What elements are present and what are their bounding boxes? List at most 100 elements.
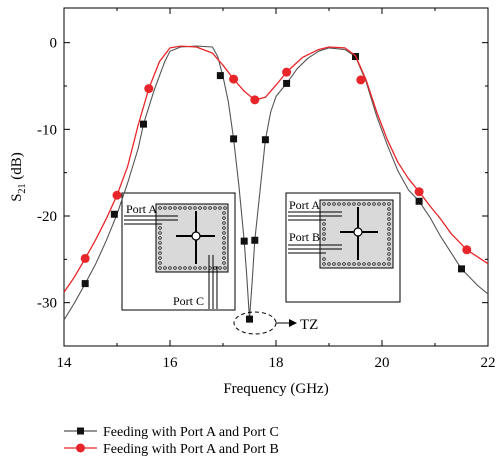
y-tick-label: -10 xyxy=(37,122,57,138)
via-hole xyxy=(372,262,376,266)
data-point-circle xyxy=(462,245,472,255)
data-point-circle xyxy=(282,67,292,77)
via-hole xyxy=(222,256,226,260)
via-hole xyxy=(387,232,391,236)
via-hole xyxy=(158,236,162,240)
x-tick-label: 20 xyxy=(375,355,390,371)
via-hole xyxy=(183,206,187,210)
via-hole xyxy=(387,262,391,266)
via-hole xyxy=(198,206,202,210)
via-hole xyxy=(322,257,326,261)
via-hole xyxy=(163,266,167,270)
tz-arrow-head xyxy=(289,319,297,327)
via-hole xyxy=(387,257,391,261)
data-point-square xyxy=(110,210,118,218)
data-point-circle xyxy=(80,253,90,263)
via-hole xyxy=(377,202,381,206)
y-tick-label: -20 xyxy=(37,209,57,225)
via-hole xyxy=(382,202,386,206)
via-hole xyxy=(222,246,226,250)
x-tick-label: 18 xyxy=(269,355,284,371)
via-hole xyxy=(222,211,226,215)
via-hole xyxy=(158,206,162,210)
via-hole xyxy=(387,222,391,226)
inset-left-center-hole xyxy=(191,231,201,241)
via-hole xyxy=(158,241,162,245)
data-point-circle xyxy=(229,74,239,84)
via-hole xyxy=(387,202,391,206)
y-tick-label: 0 xyxy=(50,36,58,52)
via-hole xyxy=(168,266,172,270)
via-hole xyxy=(213,206,217,210)
via-hole xyxy=(178,206,182,210)
via-hole xyxy=(158,226,162,230)
data-point-square xyxy=(246,315,253,323)
via-hole xyxy=(222,251,226,255)
via-hole xyxy=(352,262,356,266)
data-point-circle xyxy=(414,187,424,197)
via-hole xyxy=(382,262,386,266)
via-hole xyxy=(342,262,346,266)
series-line-1 xyxy=(63,45,489,321)
via-hole xyxy=(337,262,341,266)
via-hole xyxy=(322,262,326,266)
via-hole xyxy=(387,212,391,216)
via-hole xyxy=(362,202,366,206)
data-point-circle xyxy=(250,95,260,105)
via-hole xyxy=(352,202,356,206)
via-hole xyxy=(367,202,371,206)
x-tick-label: 16 xyxy=(163,355,179,371)
inset-right-center-hole xyxy=(353,227,363,237)
tz-annotation: TZ xyxy=(233,311,318,335)
via-hole xyxy=(377,262,381,266)
via-hole xyxy=(158,261,162,265)
via-hole xyxy=(387,227,391,231)
via-hole xyxy=(173,206,177,210)
series-line-2 xyxy=(63,45,489,293)
via-hole xyxy=(322,202,326,206)
via-hole xyxy=(347,262,351,266)
tz-ellipse xyxy=(233,311,277,335)
via-hole xyxy=(223,206,227,210)
via-hole xyxy=(322,222,326,226)
data-point-square xyxy=(251,236,259,244)
y-axis-title-sub: 21 xyxy=(17,183,28,193)
data-point-circle xyxy=(144,84,154,94)
via-hole xyxy=(203,206,207,210)
data-point-square xyxy=(216,72,224,80)
legend-marker-square xyxy=(77,427,84,435)
via-hole xyxy=(188,266,192,270)
via-hole xyxy=(203,266,207,270)
via-hole xyxy=(367,262,371,266)
via-hole xyxy=(158,246,162,250)
data-point-square xyxy=(240,237,248,245)
via-hole xyxy=(222,226,226,230)
via-hole xyxy=(158,256,162,260)
via-hole xyxy=(193,206,197,210)
inset-right-structure: Port A Port B xyxy=(285,192,401,303)
via-hole xyxy=(168,206,172,210)
via-hole xyxy=(342,202,346,206)
y-axis-title: S21 (dB) xyxy=(9,152,28,202)
via-hole xyxy=(222,221,226,225)
via-hole xyxy=(357,202,361,206)
data-point-square xyxy=(415,197,423,205)
via-hole xyxy=(222,231,226,235)
via-hole xyxy=(387,247,391,251)
legend: Feeding with Port A and Port C Feeding w… xyxy=(64,425,279,457)
via-hole xyxy=(218,266,222,270)
data-point-square xyxy=(81,280,89,288)
via-hole xyxy=(322,237,326,241)
via-hole xyxy=(327,262,331,266)
data-point-square xyxy=(283,79,291,87)
via-hole xyxy=(223,266,227,270)
via-hole xyxy=(178,266,182,270)
via-hole xyxy=(347,202,351,206)
via-hole xyxy=(222,236,226,240)
y-axis-title-main: S xyxy=(9,193,25,201)
via-hole xyxy=(193,266,197,270)
via-hole xyxy=(332,262,336,266)
data-point-square xyxy=(458,265,465,273)
x-axis-title: Frequency (GHz) xyxy=(223,381,328,397)
via-hole xyxy=(387,207,391,211)
